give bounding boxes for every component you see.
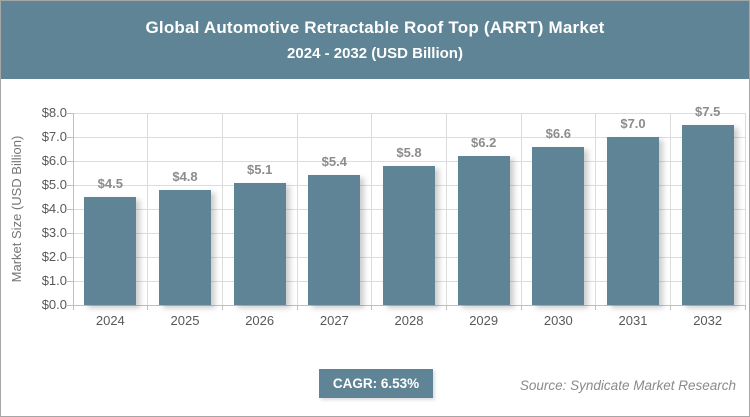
chart-header: Global Automotive Retractable Roof Top (… bbox=[1, 1, 749, 79]
x-tick-label: 2026 bbox=[245, 313, 275, 328]
x-tick-label: 2027 bbox=[319, 313, 349, 328]
source-credit: Source: Syndicate Market Research bbox=[519, 378, 736, 393]
bar-2024 bbox=[84, 197, 137, 305]
x-gridline bbox=[520, 113, 522, 305]
bar-value-label: $6.6 bbox=[545, 125, 571, 141]
x-tick-mark bbox=[595, 305, 597, 310]
y-tick-mark bbox=[67, 304, 73, 306]
bar-2027 bbox=[308, 175, 361, 305]
y-tick-label: $8.0 bbox=[41, 105, 67, 120]
x-tick-mark bbox=[744, 305, 746, 310]
bar-value-label: $7.5 bbox=[695, 104, 721, 119]
y-tick-label: $4.0 bbox=[41, 201, 67, 216]
y-tick-mark bbox=[67, 136, 73, 138]
bar-2028 bbox=[383, 165, 435, 305]
y-tick-mark bbox=[67, 184, 73, 186]
bar-value-label: $7.0 bbox=[620, 116, 646, 131]
x-gridline bbox=[595, 113, 597, 305]
bar-2030 bbox=[532, 146, 585, 305]
x-tick-mark bbox=[520, 305, 522, 310]
y-gridline bbox=[73, 112, 745, 114]
bar-value-label: $5.1 bbox=[247, 161, 273, 177]
chart-title: Global Automotive Retractable Roof Top (… bbox=[145, 18, 605, 37]
y-tick-mark bbox=[67, 160, 73, 162]
bar-2032 bbox=[681, 125, 734, 305]
y-tick-label: $6.0 bbox=[41, 153, 67, 168]
bar-chart: Market Size (USD Billion) $0.0 $1.0 $2.0 $3… bbox=[1, 79, 749, 346]
bar-2025 bbox=[159, 189, 211, 305]
y-tick-label: $5.0 bbox=[41, 177, 67, 192]
x-tick-mark bbox=[72, 305, 74, 310]
bar-value-label: $4.8 bbox=[172, 168, 198, 184]
y-gridline bbox=[73, 160, 745, 162]
x-gridline bbox=[221, 113, 223, 305]
x-gridline bbox=[744, 113, 746, 305]
bar-2026 bbox=[233, 182, 286, 305]
y-tick-label: $2.0 bbox=[41, 249, 67, 264]
bar-value-label: $5.4 bbox=[321, 154, 347, 170]
x-tick-mark bbox=[147, 305, 149, 310]
y-tick-label: $0.0 bbox=[41, 297, 67, 312]
x-tick-mark bbox=[669, 305, 671, 310]
y-tick-mark bbox=[67, 280, 73, 282]
x-gridline bbox=[445, 113, 447, 305]
chart-subtitle: 2024 - 2032 (USD Billion) bbox=[287, 45, 463, 62]
bar-value-label: $4.5 bbox=[97, 176, 123, 191]
x-gridline bbox=[669, 113, 671, 305]
x-tick-label: 2029 bbox=[469, 313, 499, 328]
x-gridline bbox=[147, 113, 149, 305]
y-tick-mark bbox=[67, 232, 73, 234]
bar-value-label: $5.8 bbox=[396, 144, 422, 160]
y-tick-label: $3.0 bbox=[41, 225, 67, 240]
x-tick-label: 2030 bbox=[543, 313, 573, 328]
y-gridline bbox=[73, 136, 745, 138]
x-tick-label: 2032 bbox=[693, 313, 723, 328]
bar-2031 bbox=[607, 137, 659, 305]
x-tick-mark bbox=[221, 305, 223, 310]
x-gridline bbox=[296, 113, 298, 305]
bar-2029 bbox=[457, 156, 510, 305]
x-axis-line bbox=[73, 304, 745, 306]
x-tick-label: 2031 bbox=[618, 313, 648, 328]
x-tick-mark bbox=[445, 305, 447, 310]
y-tick-label: $7.0 bbox=[41, 129, 67, 144]
y-axis-line bbox=[72, 113, 74, 305]
x-gridline bbox=[371, 113, 373, 305]
y-tick-label: $1.0 bbox=[41, 273, 67, 288]
y-tick-mark bbox=[67, 208, 73, 210]
y-tick-mark bbox=[67, 256, 73, 258]
x-tick-label: 2028 bbox=[394, 313, 424, 328]
x-tick-label: 2025 bbox=[170, 313, 200, 328]
cagr-badge: CAGR: 6.53% bbox=[319, 369, 433, 398]
bar-value-label: $6.2 bbox=[471, 135, 497, 151]
x-tick-label: 2024 bbox=[95, 313, 125, 328]
x-tick-mark bbox=[296, 305, 298, 310]
y-tick-mark bbox=[67, 112, 73, 114]
x-tick-mark bbox=[371, 305, 373, 310]
